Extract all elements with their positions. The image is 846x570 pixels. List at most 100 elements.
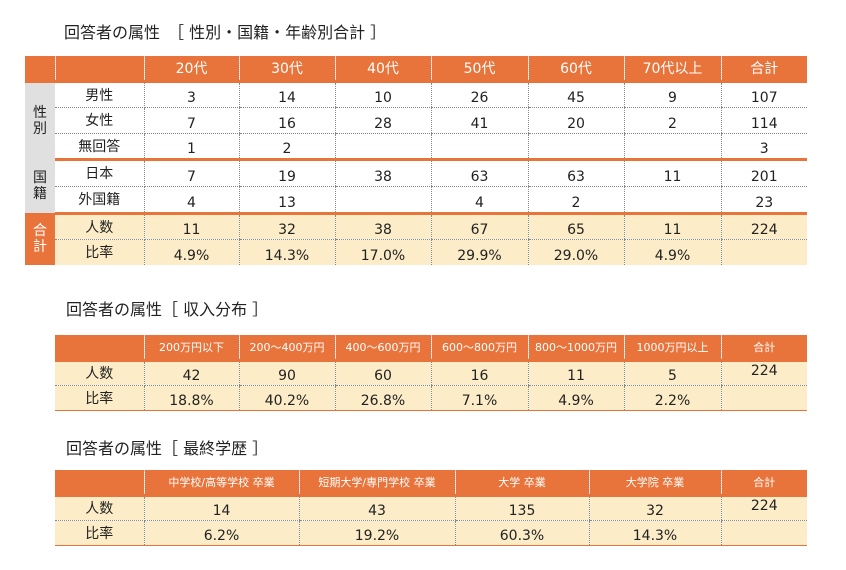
table-cell: 4: [430, 186, 528, 215]
age-table: 20代 30代 40代 50代 60代 70代以上 合計 性 別 男性 3 14…: [25, 56, 807, 265]
group-text: 国 籍: [33, 170, 47, 202]
row-label: 女性: [55, 107, 145, 134]
corner-cell: [25, 56, 55, 83]
group-label-nationality: 国 籍: [25, 159, 55, 213]
table-cell: 7.1%: [430, 385, 528, 411]
table-cell: 2.2%: [623, 385, 721, 411]
col-header: 70代以上: [623, 56, 721, 83]
table-cell: 3: [143, 81, 239, 108]
table-cell: 90: [238, 360, 335, 386]
row-label: 日本: [55, 159, 145, 187]
table-cell: 2: [238, 133, 335, 161]
table-cell: 10: [334, 81, 431, 108]
table-cell: 135: [454, 495, 589, 521]
col-header: 50代: [430, 56, 528, 83]
table-cell: 14: [238, 81, 335, 108]
table-cell: [720, 385, 807, 411]
table-cell: 3: [720, 133, 807, 161]
table-cell: 7: [143, 159, 239, 187]
table-cell: 14.3%: [238, 239, 335, 265]
table-cell: 224: [720, 213, 807, 240]
table-cell: 60.3%: [454, 520, 589, 546]
row-label: 比率: [55, 239, 145, 265]
row-label: 無回答: [55, 133, 145, 161]
table-cell: [334, 133, 431, 161]
row-label: 比率: [55, 520, 145, 546]
table-cell: 9: [623, 81, 721, 108]
table-cell: 114: [720, 107, 807, 134]
col-header: 短期大学/専門学校 卒業: [298, 470, 455, 497]
col-header: 合計: [720, 335, 807, 362]
corner-cell: [55, 470, 144, 497]
group-text: 性 別: [33, 104, 47, 137]
group-label-gender: 性 別: [25, 81, 55, 159]
section1-title: 回答者の属性 ［ 性別・国籍・年齢別合計 ］: [64, 23, 387, 42]
table-cell: 5: [623, 360, 721, 386]
income-table: 200万円以下 200～400万円 400～600万円 600～800万円 80…: [55, 335, 807, 411]
table-cell: 63: [430, 159, 528, 187]
table-cell: 16: [430, 360, 528, 386]
education-table: 中学校/高等学校 卒業 短期大学/専門学校 卒業 大学 卒業 大学院 卒業 合計…: [55, 470, 807, 546]
table-cell: 201: [720, 159, 807, 187]
table-cell: 32: [588, 495, 721, 521]
col-header: 800～1000万円: [527, 335, 624, 362]
table-cell: 32: [238, 213, 335, 240]
table-cell: 26.8%: [334, 385, 431, 411]
row-label: 人数: [55, 360, 145, 386]
table-cell: [527, 133, 624, 161]
table-cell: 11: [623, 159, 721, 187]
row-label: 人数: [55, 213, 145, 240]
table-cell: [334, 186, 431, 215]
table-cell: 18.8%: [143, 385, 239, 411]
row-label: 人数: [55, 495, 145, 521]
table-cell: 67: [430, 213, 528, 240]
row-label: 外国籍: [55, 186, 145, 215]
table-cell: 2: [527, 186, 624, 215]
col-header: 大学院 卒業: [588, 470, 721, 497]
table-cell: [430, 133, 528, 161]
table-cell: [720, 239, 807, 265]
corner-cell: [55, 335, 144, 362]
col-header: 40代: [334, 56, 431, 83]
row-label: 男性: [55, 81, 145, 108]
col-header: 20代: [143, 56, 239, 83]
table-cell: 224: [720, 495, 807, 521]
table-cell: 63: [527, 159, 624, 187]
table-cell: 65: [527, 213, 624, 240]
section3-title: 回答者の属性［ 最終学歴 ］: [66, 439, 269, 458]
corner-cell: [54, 56, 144, 83]
table-cell: 7: [143, 107, 239, 134]
table-cell: 6.2%: [143, 520, 299, 546]
col-header: 大学 卒業: [454, 470, 589, 497]
table-cell: 11: [623, 213, 721, 240]
table-cell: [623, 186, 721, 215]
table-cell: 11: [527, 360, 624, 386]
col-header: 合計: [720, 56, 807, 83]
col-header: 合計: [720, 470, 807, 497]
table-cell: 29.9%: [430, 239, 528, 265]
col-header: 30代: [238, 56, 335, 83]
table-cell: 29.0%: [527, 239, 624, 265]
table-cell: 41: [430, 107, 528, 134]
table-cell: 28: [334, 107, 431, 134]
table-cell: [623, 133, 721, 161]
table-cell: 60: [334, 360, 431, 386]
table-cell: 43: [298, 495, 455, 521]
group-label-total: 合 計: [25, 213, 55, 265]
table-cell: 26: [430, 81, 528, 108]
table-cell: 4.9%: [623, 239, 721, 265]
col-header: 400～600万円: [334, 335, 431, 362]
col-header: 中学校/高等学校 卒業: [143, 470, 299, 497]
col-header: 200～400万円: [238, 335, 335, 362]
table-cell: 11: [143, 213, 239, 240]
table-cell: 40.2%: [238, 385, 335, 411]
table-cell: 19.2%: [298, 520, 455, 546]
col-header: 1000万円以上: [623, 335, 721, 362]
table-cell: 4: [143, 186, 239, 215]
table-cell: 1: [143, 133, 239, 161]
table-cell: 14: [143, 495, 299, 521]
table-cell: 42: [143, 360, 239, 386]
table-cell: 20: [527, 107, 624, 134]
row-label: 比率: [55, 385, 145, 411]
table-cell: 38: [334, 213, 431, 240]
